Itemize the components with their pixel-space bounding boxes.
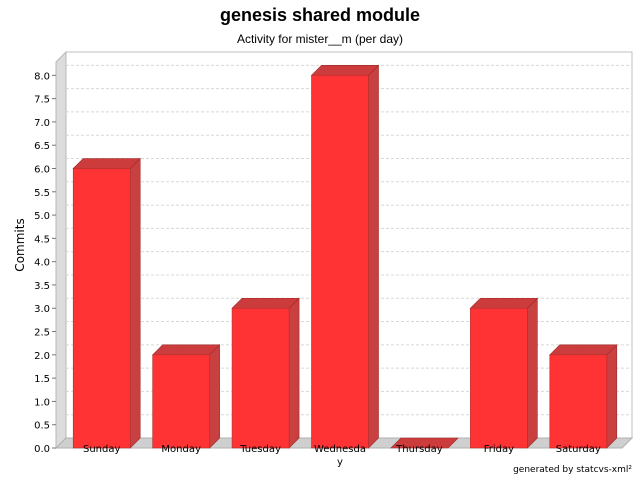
bar (469, 297, 539, 449)
y-tick-label: 3.5 (34, 281, 50, 292)
bar (310, 64, 380, 449)
y-tick-label: 3.0 (34, 304, 50, 315)
bar-top (310, 65, 380, 76)
x-tick-label: Monday (161, 444, 201, 455)
x-tick-label: Sunday (83, 444, 120, 455)
bar-front (72, 168, 131, 449)
footer-credit: generated by statcvs-xml² (513, 465, 632, 475)
y-tick-label: 8.0 (34, 71, 50, 82)
bar-side (527, 297, 538, 449)
y-tick-label: 7.5 (34, 95, 50, 106)
bar-side (606, 344, 618, 449)
bar-side (368, 64, 379, 449)
y-tick-label: 1.0 (34, 397, 50, 408)
y-tick-label: 4.5 (34, 234, 50, 245)
chart-title: genesis shared module (219, 5, 421, 25)
y-tick-label: 2.0 (34, 351, 50, 362)
x-tick-label: Friday (484, 444, 514, 455)
plot-side-wall (55, 50, 67, 450)
y-tick-label: 0.5 (34, 421, 50, 432)
bar-top (469, 297, 539, 309)
y-axis-ticks: 0.0 0.5 1.0 1.5 2.0 2.5 3.0 3.5 4.0 4.5 5.0 5.5 6.0 6… (34, 71, 56, 455)
bar-front (152, 354, 210, 449)
x-tick-label: Tuesday (239, 444, 281, 455)
bar-top (231, 297, 300, 309)
y-tick-label: 4.0 (34, 258, 50, 269)
bar-top (72, 158, 141, 169)
x-tick-label: Wednesda y (314, 444, 366, 468)
x-tick-label: Thursday (395, 444, 443, 455)
y-tick-label: 6.0 (34, 164, 50, 175)
bar-side (209, 344, 220, 449)
bar-side (288, 297, 300, 449)
y-tick-label: 7.0 (34, 118, 50, 129)
y-tick-label: 2.5 (34, 328, 50, 339)
bar-front (311, 75, 369, 449)
bar-front (549, 354, 608, 449)
bar-front (231, 307, 290, 449)
bar (231, 297, 300, 449)
bars (72, 64, 618, 449)
x-axis-ticks: Sunday Monday Tuesday Wednesda y Thursday Frid… (83, 444, 601, 468)
bar-top (151, 344, 221, 356)
x-tick-label: Saturday (556, 444, 601, 455)
bar-side (129, 157, 141, 449)
bar-top (549, 344, 618, 356)
bar (72, 157, 141, 449)
y-axis-label: Commits (13, 218, 27, 271)
bar-top (390, 437, 459, 449)
y-tick-label: 5.0 (34, 211, 50, 222)
y-tick-label: 1.5 (34, 374, 50, 385)
bar (390, 437, 459, 449)
bar (151, 344, 221, 449)
chart-subtitle: Activity for mister__m (per day) (236, 32, 404, 46)
y-tick-label: 6.5 (34, 141, 50, 152)
bar-front (470, 307, 528, 449)
bar (549, 344, 618, 449)
y-tick-label: 5.5 (34, 188, 50, 199)
y-tick-label: 0.0 (34, 444, 50, 455)
